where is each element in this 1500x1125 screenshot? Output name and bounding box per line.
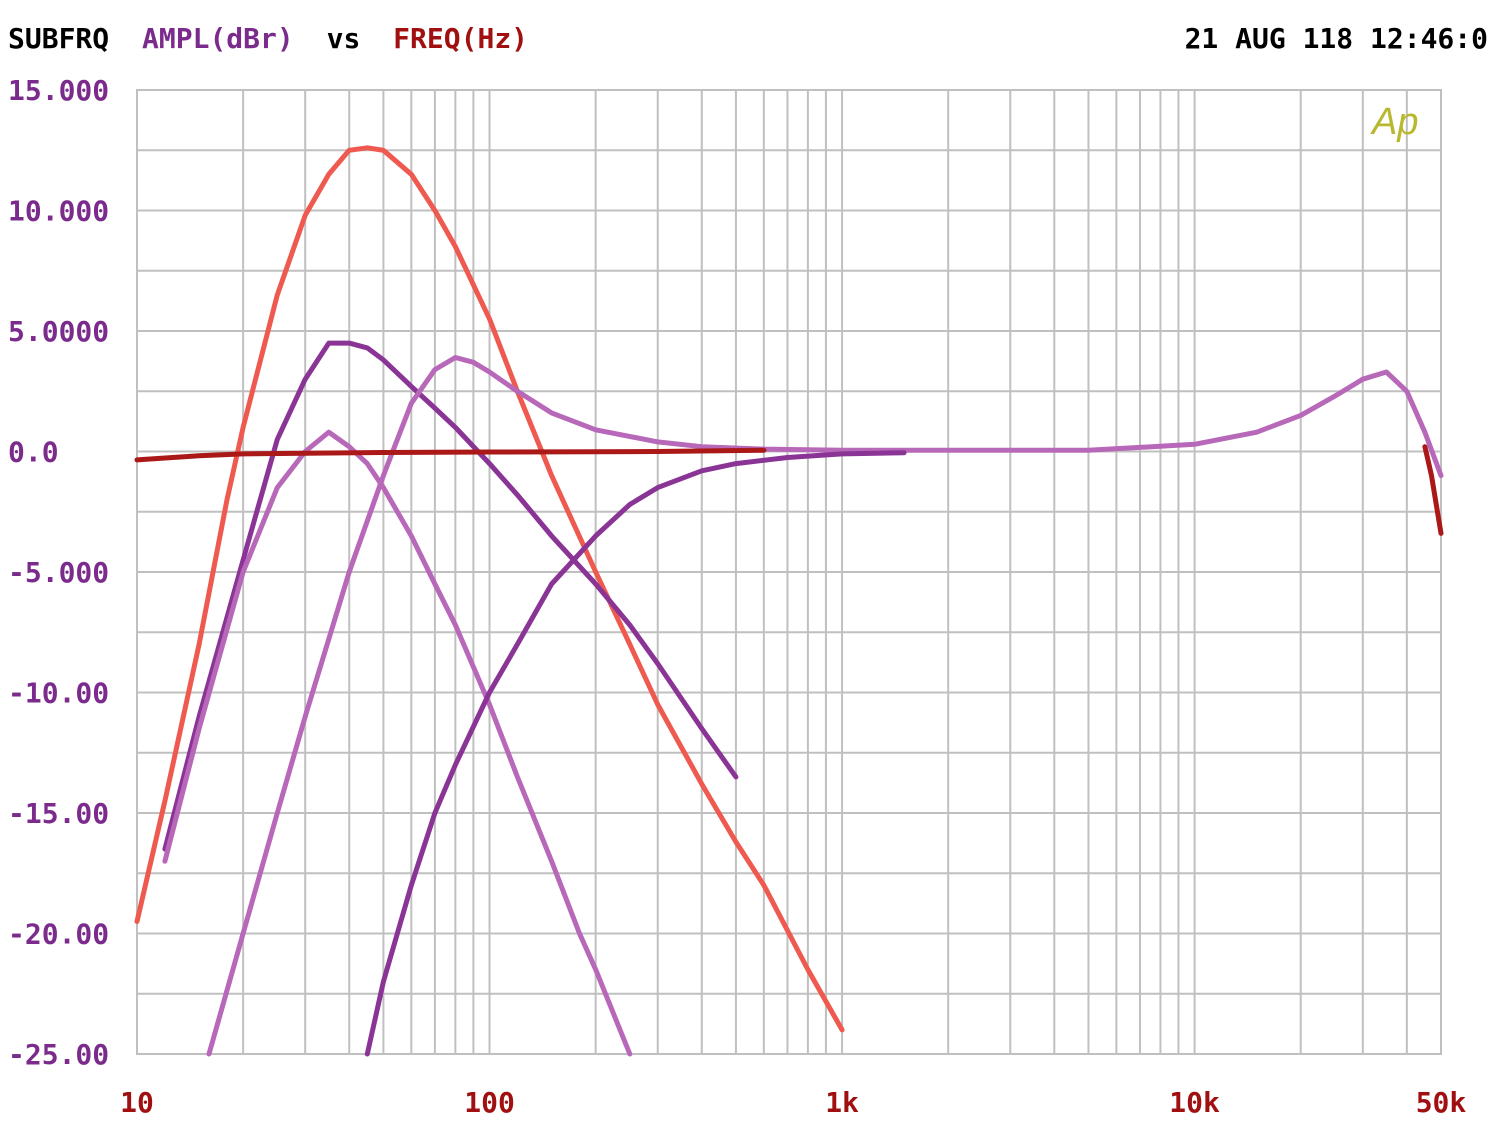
ap-logo: Ap — [1370, 101, 1418, 143]
y-tick-label: -25.00 — [8, 1038, 109, 1071]
y-tick-labels: 15.000 10.000 5.0000 0.0 -5.000 -10.00 -15.00 -… — [8, 74, 109, 1071]
x-tick-label: 10 — [120, 1086, 154, 1119]
y-tick-label: 10.000 — [8, 195, 109, 228]
chart-header: SUBFRQ AMPL(dBr) vs FREQ(Hz) — [8, 22, 528, 55]
series-line-3 — [162, 429, 633, 1057]
series-layer — [134, 145, 1444, 1057]
x-tick-label: 10k — [1169, 1086, 1220, 1119]
series-line-2 — [162, 340, 739, 852]
y-tick-label: -15.00 — [8, 797, 109, 830]
y-tick-label: -20.00 — [8, 918, 109, 951]
header-title-prefix: SUBFRQ — [8, 22, 109, 55]
header-timestamp: 21 AUG 118 12:46:0 — [1185, 22, 1488, 55]
series-line-5 — [364, 450, 907, 1057]
header-vs: vs — [327, 22, 361, 55]
y-tick-label: -5.000 — [8, 556, 109, 589]
x-tick-label: 100 — [464, 1086, 515, 1119]
series-line-7 — [1422, 444, 1444, 536]
header-y-quantity: AMPL(dBr) — [142, 22, 294, 55]
series-line-6 — [134, 447, 767, 463]
y-tick-label: -10.00 — [8, 677, 109, 710]
x-tick-labels: 10 100 1k 10k 50k — [120, 1086, 1466, 1119]
y-tick-label: 0.0 — [8, 436, 59, 469]
grid — [136, 89, 1442, 1055]
series-line-4 — [206, 355, 1444, 1057]
series-line-1 — [134, 145, 845, 1033]
y-tick-label: 15.000 — [8, 74, 109, 107]
x-tick-label: 1k — [825, 1086, 859, 1119]
y-tick-label: 5.0000 — [8, 315, 109, 348]
x-tick-label: 50k — [1416, 1086, 1467, 1119]
header-x-quantity: FREQ(Hz) — [393, 22, 528, 55]
